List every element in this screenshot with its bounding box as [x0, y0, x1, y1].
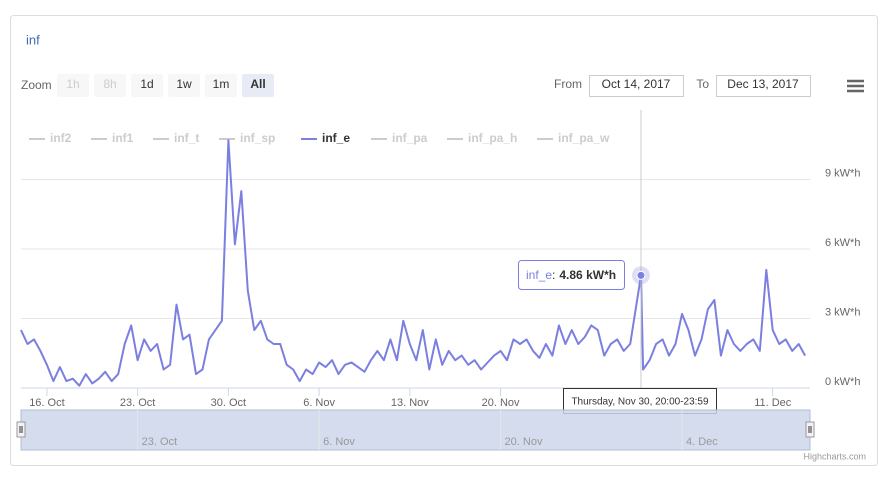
x-tick-label: 13. Nov — [391, 397, 429, 409]
tooltip-text: inf_e: 4.86 kW*h — [526, 268, 616, 282]
zoom-button[interactable] — [205, 74, 237, 97]
zoom-button-label: 1m — [213, 77, 230, 91]
navigator-tick-label: 6. Nov — [323, 436, 355, 448]
zoom-button-label: All — [250, 77, 265, 91]
legend-label[interactable]: inf_pa_h — [468, 131, 517, 145]
x-tick-label: 11. Dec — [754, 397, 792, 409]
legend-label[interactable]: inf_t — [174, 131, 199, 145]
navigator-tick-label: 4. Dec — [686, 436, 718, 448]
zoom-button-label: 1h — [66, 77, 79, 91]
tooltip-box — [518, 260, 625, 290]
x-tick-label: 30. Oct — [211, 397, 246, 409]
x-tick-label: 20. Nov — [482, 397, 520, 409]
to-value: Dec 13, 2017 — [727, 77, 799, 91]
navigator-mask — [20, 409, 811, 451]
zoom-button[interactable] — [168, 74, 200, 97]
y-tick-label: 0 kW*h — [825, 376, 860, 388]
to-input[interactable] — [716, 75, 811, 97]
date-tooltip-text: Thursday, Nov 30, 20:00-23:59 — [571, 397, 709, 408]
navigator-handle[interactable] — [16, 421, 26, 438]
chart-title: inf — [26, 32, 40, 47]
menu-button[interactable] — [847, 79, 864, 93]
navigator-handle[interactable] — [805, 421, 815, 438]
navigator-tick-label: 20. Nov — [505, 436, 543, 448]
navigator-tick-label: 23. Oct — [142, 436, 177, 448]
x-tick-label: 16. Oct — [29, 397, 64, 409]
zoom-button-label: 1w — [176, 77, 192, 91]
y-tick-label: 3 kW*h — [825, 306, 860, 318]
card — [10, 15, 878, 466]
legend-label[interactable]: inf1 — [112, 131, 134, 145]
to-label: To — [696, 77, 709, 91]
legend-label[interactable]: inf_pa — [392, 131, 428, 145]
zoom-button — [57, 74, 89, 97]
from-input[interactable] — [589, 75, 684, 97]
tooltip-part: : — [552, 268, 555, 282]
x-tick-label: 23. Oct — [120, 397, 155, 409]
series-line — [20, 139, 806, 387]
y-tick-label: 6 kW*h — [825, 237, 860, 249]
legend-label[interactable]: inf_pa_w — [558, 131, 610, 145]
credits[interactable]: Highcharts.com — [803, 451, 866, 461]
tooltip-part: 4.86 kW*h — [559, 268, 616, 282]
zoom-button[interactable] — [242, 74, 274, 97]
from-label: From — [554, 77, 582, 91]
zoom-button — [94, 74, 126, 97]
zoom-button[interactable] — [131, 74, 163, 97]
legend-label[interactable]: inf2 — [50, 131, 72, 145]
y-tick-label: 9 kW*h — [825, 167, 860, 179]
from-value: Oct 14, 2017 — [602, 77, 671, 91]
x-tick-label: 6. Nov — [303, 397, 335, 409]
date-tooltip-box — [563, 388, 717, 414]
legend-label[interactable]: inf_e — [322, 131, 350, 145]
hover-marker — [636, 270, 646, 280]
tooltip-part: inf_e — [526, 268, 552, 282]
zoom-label: Zoom — [21, 78, 52, 92]
legend-label[interactable]: inf_sp — [240, 131, 275, 145]
zoom-button-label: 8h — [103, 77, 116, 91]
zoom-button-label: 1d — [140, 77, 153, 91]
